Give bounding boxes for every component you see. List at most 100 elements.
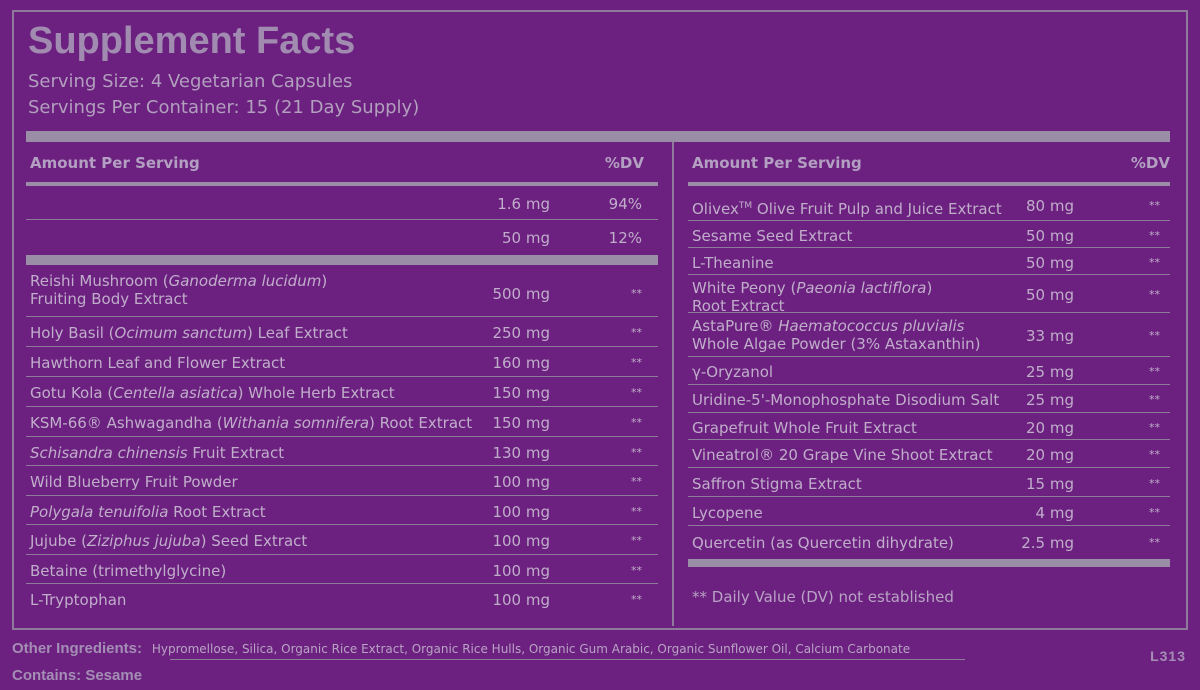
dv-value: ** — [631, 287, 642, 300]
ingredient-name-text: AstaPure® — [692, 317, 779, 335]
ingredient-name-line2: Root Extract — [692, 297, 785, 315]
dv-value: ** — [631, 386, 642, 399]
trademark-mark: TM — [738, 201, 753, 211]
table-row: Uridine-5'-Monophosphate Disodium Salt 25… — [688, 385, 1170, 413]
amount-value: 2.5 mg — [1021, 534, 1074, 552]
ingredient-name-text: Jujube ( — [30, 532, 87, 550]
dv-value: ** — [1149, 421, 1160, 434]
ingredient-name: Wild Blueberry Fruit Powder — [30, 473, 238, 491]
amount-value: 100 mg — [492, 532, 550, 550]
ingredient-name: Schisandra chinensis Fruit Extract — [30, 444, 284, 462]
ingredient-name: Grapefruit Whole Fruit Extract — [692, 419, 917, 437]
servings-per-container: Servings Per Container: 15 (21 Day Suppl… — [28, 97, 420, 118]
ingredient-name-text: Vineatrol® 20 Grape Vine Shoot Extract — [692, 446, 993, 464]
lot-code: L313 — [1150, 648, 1186, 664]
amount-value: 100 mg — [492, 562, 550, 580]
ingredient-name: White Peony (Paeonia lactiflora) Root Ext… — [692, 279, 932, 315]
ingredient-name-text: Quercetin (as Quercetin dihydrate) — [692, 534, 954, 552]
left-header: Amount Per Serving %DV — [26, 142, 658, 186]
ingredient-name: Jujube (Ziziphus jujuba) Seed Extract — [30, 532, 307, 550]
ingredient-name-text: Reishi Mushroom ( — [30, 272, 169, 290]
header-amount-per-serving: Amount Per Serving — [30, 154, 200, 172]
ingredient-name: L-Tryptophan — [30, 591, 126, 609]
ingredient-latin-name: Paeonia lactiflora — [796, 279, 927, 297]
ingredient-name: AstaPure® Haematococcus pluvialis Whole A… — [692, 317, 981, 353]
ingredient-name-text: White Peony ( — [692, 279, 797, 297]
ingredient-name-text: L-Tryptophan — [30, 591, 127, 609]
dv-value: ** — [1149, 256, 1160, 269]
amount-value: 80 mg — [1026, 197, 1074, 215]
table-row: L-Tryptophan 100 mg ** — [26, 584, 658, 614]
ingredient-name: OlivexTM Olive Fruit Pulp and Juice Extr… — [692, 197, 1002, 218]
ingredient-name-text: Olivex — [692, 200, 739, 218]
ingredient-name-text: Hawthorn Leaf and Flower Extract — [30, 354, 286, 372]
amount-value: 100 mg — [492, 473, 550, 491]
table-row: Grapefruit Whole Fruit Extract 20 mg ** — [688, 413, 1170, 440]
left-column: Amount Per Serving %DV 1.6 mg 94% 50 mg 12%… — [26, 142, 658, 609]
amount-value: 25 mg — [1026, 363, 1074, 381]
dv-value: ** — [1149, 506, 1160, 519]
amount-value: 50 mg — [502, 229, 550, 247]
table-row: Polygala tenuifolia Root Extract 100 mg ** — [26, 496, 658, 525]
table-row: Wild Blueberry Fruit Powder 100 mg ** — [26, 466, 658, 496]
ingredient-name-text: ) Seed Extract — [200, 532, 308, 550]
ingredient-name: Holy Basil (Ocimum sanctum) Leaf Extract — [30, 324, 348, 342]
other-ingredients-text: Hypromellose, Silica, Organic Rice Extra… — [151, 642, 911, 656]
amount-value: 150 mg — [492, 384, 550, 402]
ingredient-name-text: ) Whole Herb Extract — [237, 384, 395, 402]
other-ingredients-underline — [170, 659, 965, 660]
allergen-contains: Contains: Sesame — [12, 667, 143, 684]
ingredient-name-text: γ-Oryzanol — [692, 363, 774, 381]
ingredient-name: Gotu Kola (Centella asiatica) Whole Herb… — [30, 384, 395, 402]
table-row: KSM-66® Ashwagandha (Withania somnifera)… — [26, 407, 658, 437]
amount-value: 1.6 mg — [497, 195, 550, 213]
dv-value: ** — [631, 534, 642, 547]
dv-value: ** — [1149, 199, 1160, 212]
ingredient-name: Betaine (trimethylglycine) — [30, 562, 226, 580]
ingredient-name-line2: Whole Algae Powder (3% Astaxanthin) — [692, 335, 981, 353]
dv-value: ** — [1149, 229, 1160, 242]
table-row: 50 mg 12% — [26, 220, 658, 254]
amount-value: 20 mg — [1026, 446, 1074, 464]
label-title: Supplement Facts — [28, 20, 356, 62]
ingredient-name-text: Gotu Kola ( — [30, 384, 114, 402]
table-row: OlivexTM Olive Fruit Pulp and Juice Extr… — [688, 188, 1170, 221]
amount-value: 250 mg — [492, 324, 550, 342]
ingredient-name: Hawthorn Leaf and Flower Extract — [30, 354, 285, 372]
dv-value: ** — [631, 416, 642, 429]
ingredient-name-text: Betaine (trimethylglycine) — [30, 562, 227, 580]
dv-value: ** — [631, 475, 642, 488]
dv-value: ** — [1149, 448, 1160, 461]
table-row: Sesame Seed Extract 50 mg ** — [688, 221, 1170, 248]
dv-value: ** — [1149, 536, 1160, 549]
label-frame — [12, 10, 1188, 630]
ingredient-latin-name: Haematococcus pluvialis — [778, 317, 965, 335]
ingredient-name-text: Sesame Seed Extract — [692, 227, 853, 245]
ingredient-latin-name: Schisandra chinensis — [30, 444, 188, 462]
top-thick-rule — [26, 131, 1170, 142]
dv-value: ** — [631, 326, 642, 339]
dv-value: ** — [631, 505, 642, 518]
amount-value: 500 mg — [492, 285, 550, 303]
section-end-rule — [688, 559, 1170, 567]
ingredient-name-text: Root Extract — [168, 503, 266, 521]
ingredient-name-text: L-Theanine — [692, 254, 774, 272]
amount-value: 100 mg — [492, 591, 550, 609]
other-ingredients: Other Ingredients: Hypromellose, Silica,… — [12, 640, 910, 657]
ingredient-name: Sesame Seed Extract — [692, 227, 852, 245]
table-row: 1.6 mg 94% — [26, 186, 658, 220]
ingredient-name: Vineatrol® 20 Grape Vine Shoot Extract — [692, 446, 993, 464]
amount-value: 50 mg — [1026, 227, 1074, 245]
dv-value: ** — [1149, 329, 1160, 342]
amount-value: 50 mg — [1026, 254, 1074, 272]
ingredient-latin-name: Polygala tenuifolia — [30, 503, 169, 521]
ingredient-name: Quercetin (as Quercetin dihydrate) — [692, 534, 954, 552]
amount-value: 50 mg — [1026, 286, 1074, 304]
ingredient-name-text: Saffron Stigma Extract — [692, 475, 862, 493]
other-ingredients-label: Other Ingredients: — [12, 640, 143, 657]
ingredient-name-text: Holy Basil ( — [30, 324, 115, 342]
amount-value: 160 mg — [492, 354, 550, 372]
table-row: Schisandra chinensis Fruit Extract 130 mg… — [26, 437, 658, 466]
table-row: Gotu Kola (Centella asiatica) Whole Herb… — [26, 377, 658, 407]
amount-value: 4 mg — [1035, 504, 1074, 522]
